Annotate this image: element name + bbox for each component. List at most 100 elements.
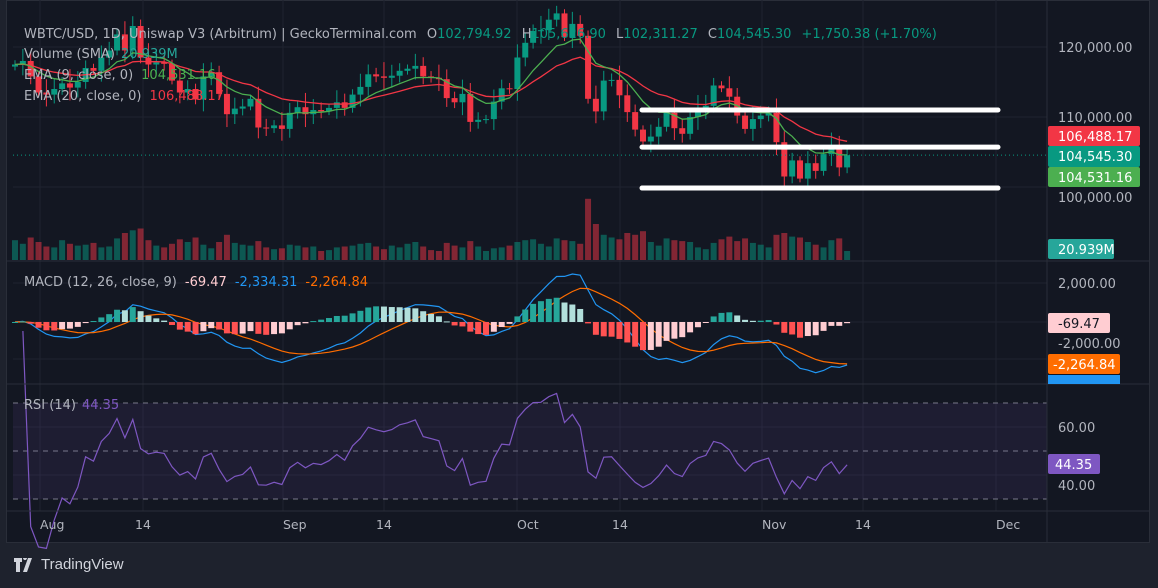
macd-histogram-bar [326, 318, 332, 322]
macd-histogram-bar [624, 322, 631, 343]
volume-bar [537, 243, 544, 260]
candle-body [828, 145, 835, 155]
candle-body [121, 34, 128, 51]
macd-histogram-bar [616, 322, 623, 339]
candle-body [514, 57, 521, 89]
macd-histogram-bar [765, 320, 772, 322]
volume-bar [561, 240, 568, 260]
tag-macd-hist: -69.47 [1048, 313, 1110, 333]
candle-body [797, 160, 803, 179]
macd-histogram-bar [161, 320, 168, 322]
candle-body [74, 82, 81, 88]
candle-body [349, 94, 356, 108]
tradingview-logo[interactable]: TradingView [14, 556, 124, 573]
volume-bar [742, 238, 749, 260]
legend-rsi[interactable]: RSI (14) 44.35 [24, 398, 119, 413]
volume-bar [216, 242, 223, 260]
volume-bar [781, 233, 788, 260]
volume-bar [530, 239, 537, 260]
candle-body [192, 89, 199, 100]
candle-body [812, 163, 819, 171]
macd-tick: 2,000.00 [1058, 277, 1116, 292]
volume-bar [286, 244, 293, 260]
macd-histogram-bar [734, 315, 741, 322]
macd-histogram-bar [223, 322, 230, 334]
candle-body [844, 155, 851, 168]
volume-bar [757, 244, 764, 260]
volume-bar [263, 247, 270, 260]
macd-histogram-bar [726, 312, 733, 322]
volume-bar [569, 241, 576, 260]
volume-bar [161, 247, 168, 260]
candle-body [153, 62, 160, 65]
volume-bar [749, 242, 756, 260]
volume-bar [388, 245, 395, 260]
rsi-tick: 60.00 [1058, 421, 1095, 436]
macd-histogram-bar [286, 322, 293, 330]
candle-body [624, 95, 631, 113]
volume-bar [302, 247, 309, 260]
candle-body [694, 109, 701, 117]
candle-body [710, 85, 717, 106]
macd-histogram-bar [271, 322, 278, 335]
volume-bar [114, 238, 121, 260]
legend-volume[interactable]: Volume (SMA) 20.939M [24, 47, 178, 62]
legend-macd[interactable]: MACD (12, 26, close, 9) -69.47 -2,334.31 -2… [24, 275, 368, 290]
volume-bar [789, 236, 796, 260]
volume-bar [640, 231, 646, 260]
price-tick: 120,000.00 [1058, 41, 1132, 56]
time-tick: 14 [376, 517, 392, 532]
volume-bar [349, 245, 356, 260]
volume-bar [506, 245, 513, 260]
volume-bar [59, 240, 66, 260]
rsi-tick: 40.00 [1058, 479, 1095, 494]
tag-macd-line [1048, 375, 1120, 384]
macd-tick: -2,000.00 [1058, 337, 1121, 352]
candle-body [836, 145, 843, 168]
volume-bar [239, 244, 246, 260]
macd-histogram-bar [169, 322, 175, 325]
macd-histogram-bar [412, 308, 419, 322]
macd-histogram-bar [498, 322, 505, 328]
tradingview-logo-icon [14, 557, 32, 572]
volume-bar [459, 247, 466, 260]
macd-histogram-bar [820, 322, 827, 331]
legend-ema20[interactable]: EMA (20, close, 0) 106,488.17 [24, 89, 224, 104]
time-axis[interactable]: Aug 14 Sep 14 Oct 14 Nov 14 Dec [40, 517, 1020, 532]
volume-bar [420, 246, 427, 260]
candle-body [27, 61, 34, 77]
macd-histogram-bar [804, 322, 811, 337]
candle-body [380, 76, 387, 78]
macd-histogram-bar [349, 313, 356, 322]
candle-body [467, 93, 474, 122]
volume-bar [694, 247, 701, 260]
candle-body [341, 102, 348, 108]
candle-body [294, 107, 301, 113]
volume-bar [326, 250, 332, 260]
legend-ema9[interactable]: EMA (9, close, 0) 104,531.16 [24, 68, 216, 83]
macd-histogram-bar [176, 322, 183, 330]
candle-body [137, 26, 144, 58]
volume-bar [812, 244, 819, 260]
candle-body [577, 23, 584, 36]
macd-histogram-bar [255, 322, 262, 334]
volume-bar [129, 230, 136, 260]
candle-body [373, 74, 380, 77]
candle-body [357, 86, 364, 95]
price-tick: 100,000.00 [1058, 191, 1132, 206]
macd-histogram-bar [506, 322, 513, 324]
volume-bar [600, 234, 607, 260]
macd-histogram-bar [278, 322, 285, 334]
volume-bar [467, 241, 474, 260]
volume-bar [828, 240, 835, 260]
volume-bar [176, 239, 183, 260]
volume-bar [106, 246, 113, 260]
volume-bar [804, 242, 811, 260]
candle-body [388, 75, 395, 78]
macd-histogram-bar [561, 302, 568, 322]
volume-bar [451, 245, 458, 260]
volume-bar [702, 249, 709, 260]
macd-histogram-bar [294, 322, 301, 326]
volume-bar [844, 251, 851, 260]
